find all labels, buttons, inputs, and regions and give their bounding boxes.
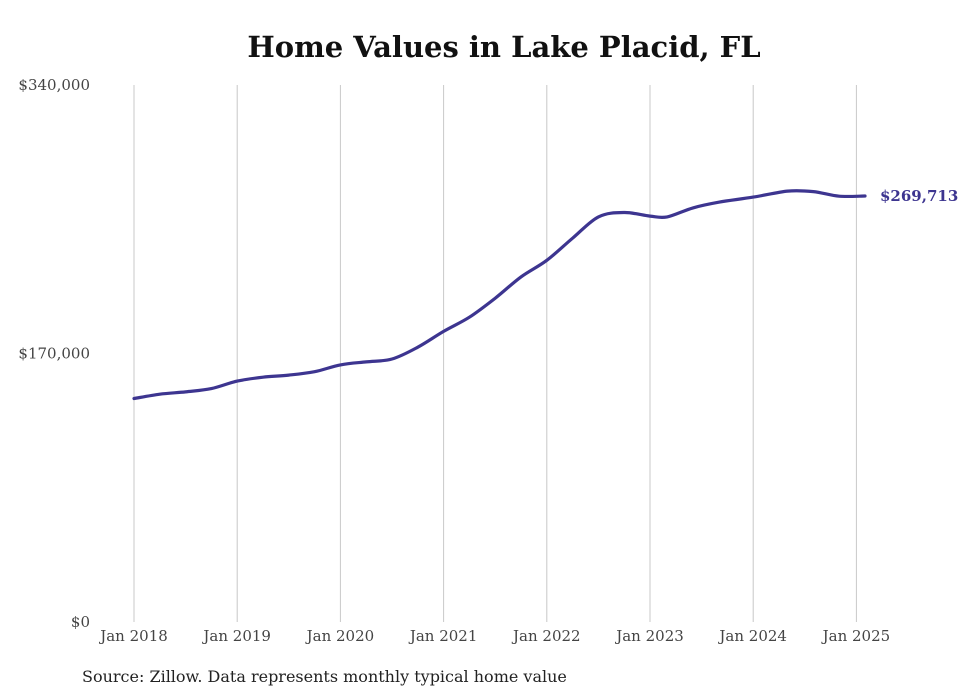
x-tick-label: Jan 2018 — [98, 627, 168, 645]
x-tick-label: Jan 2020 — [305, 627, 375, 645]
x-tick-label: Jan 2019 — [201, 627, 271, 645]
end-value-label: $269,713 — [880, 187, 958, 205]
chart-title: Home Values in Lake Placid, FL — [247, 30, 761, 64]
y-axis-ticks: $0 $170,000 $340,000 — [18, 76, 90, 631]
x-tick-label: Jan 2023 — [614, 627, 684, 645]
x-tick-label: Jan 2022 — [511, 627, 581, 645]
y-tick-label: $170,000 — [18, 345, 90, 363]
series-lines — [132, 189, 867, 401]
gridlines — [133, 85, 857, 622]
x-tick-label: Jan 2025 — [821, 627, 891, 645]
series-line — [132, 189, 867, 401]
x-tick-label: Jan 2024 — [717, 627, 787, 645]
x-axis-ticks: Jan 2018 Jan 2019 Jan 2020 Jan 2021 Jan 2022… — [98, 627, 890, 645]
y-tick-label: $340,000 — [18, 76, 90, 94]
y-tick-label: $0 — [71, 613, 90, 631]
source-note: Source: Zillow. Data represents monthly … — [82, 667, 567, 686]
x-tick-label: Jan 2021 — [408, 627, 478, 645]
data-labels: $269,713 — [880, 187, 958, 205]
